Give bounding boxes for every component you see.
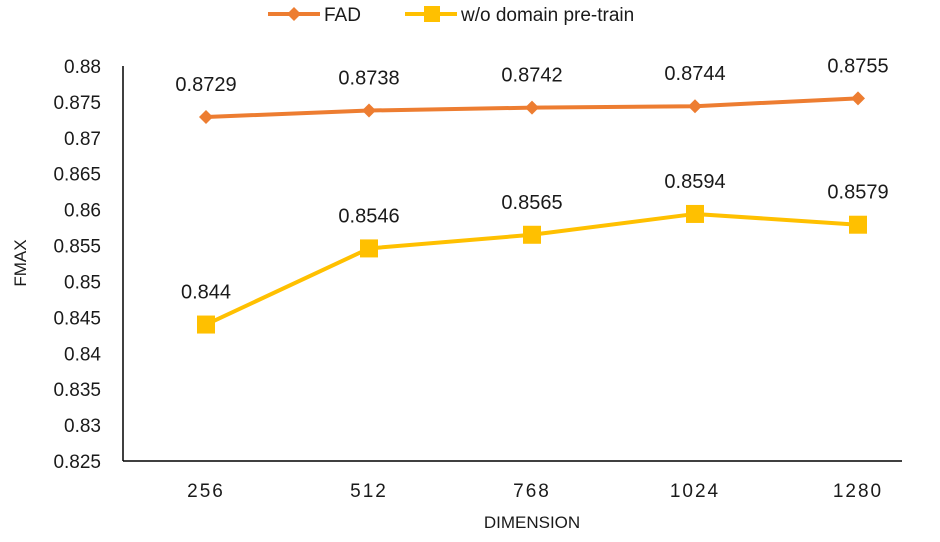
- x-tick-labels: 256 512 768 1024 1280: [187, 481, 883, 502]
- legend-marker-wo-domain-pretrain: [424, 6, 440, 22]
- data-point-fad: [525, 100, 539, 115]
- y-tick-label: 0.83: [64, 416, 101, 437]
- y-tick-label: 0.825: [53, 452, 101, 473]
- y-tick-label: 0.865: [53, 165, 101, 186]
- data-label-fad: 0.8738: [338, 68, 399, 90]
- legend: FAD w/o domain pre-train: [268, 5, 634, 26]
- y-tick-label: 0.875: [53, 93, 101, 114]
- data-label-w-o-domain-pre-train: 0.8565: [501, 192, 562, 214]
- x-tick-label: 768: [513, 481, 551, 502]
- data-point-w-o-domain-pre-train: [849, 215, 867, 234]
- y-tick-label: 0.845: [53, 308, 101, 329]
- legend-marker-fad: [287, 7, 301, 21]
- series-fad: 0.8729 0.8738 0.8742 0.8744 0.8755: [175, 55, 889, 124]
- y-tick-label: 0.835: [53, 380, 101, 401]
- y-tick-label: 0.87: [64, 129, 101, 150]
- y-axis-title: FMAX: [11, 239, 30, 286]
- y-tick-label: 0.84: [64, 344, 101, 365]
- data-label-fad: 0.8729: [175, 74, 236, 96]
- data-label-fad: 0.8744: [664, 63, 725, 85]
- data-label-w-o-domain-pre-train: 0.8594: [664, 171, 725, 193]
- y-tick-label: 0.88: [64, 57, 101, 78]
- data-point-fad: [688, 99, 702, 114]
- series-w-o-domain-pre-train: 0.844 0.8546 0.8565 0.8594 0.8579: [181, 171, 889, 334]
- data-point-w-o-domain-pre-train: [686, 204, 704, 223]
- data-point-fad: [199, 109, 213, 124]
- data-label-w-o-domain-pre-train: 0.844: [181, 282, 231, 304]
- data-label-w-o-domain-pre-train: 0.8579: [827, 182, 888, 204]
- y-tick-label: 0.855: [53, 237, 101, 258]
- data-label-fad: 0.8755: [827, 55, 888, 77]
- series-layer: 0.8729 0.8738 0.8742 0.8744 0.8755 0.844 0.854…: [175, 55, 889, 334]
- legend-label-fad: FAD: [324, 5, 361, 26]
- data-point-w-o-domain-pre-train: [523, 225, 541, 244]
- x-tick-label: 256: [187, 481, 225, 502]
- data-point-fad: [362, 103, 376, 118]
- x-tick-label: 512: [350, 481, 388, 502]
- data-point-w-o-domain-pre-train: [360, 239, 378, 258]
- y-tick-label: 0.85: [64, 272, 101, 293]
- data-label-fad: 0.8742: [501, 65, 562, 87]
- data-label-w-o-domain-pre-train: 0.8546: [338, 205, 399, 227]
- y-tick-label: 0.86: [64, 201, 101, 222]
- x-tick-label: 1024: [670, 481, 720, 502]
- x-tick-label: 1280: [833, 481, 883, 502]
- y-tick-labels: 0.825 0.83 0.835 0.84 0.845 0.85 0.855 0.86 0.86…: [53, 57, 101, 473]
- data-point-w-o-domain-pre-train: [197, 315, 215, 334]
- data-point-fad: [851, 91, 865, 106]
- x-axis-title: DIMENSION: [484, 513, 580, 532]
- legend-label-wo-domain-pretrain: w/o domain pre-train: [460, 5, 634, 26]
